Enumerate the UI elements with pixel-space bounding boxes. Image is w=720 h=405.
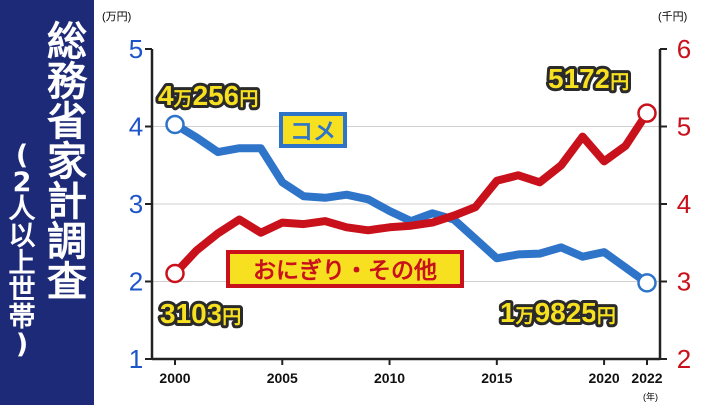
left-axis-unit: (万円) (102, 11, 131, 23)
onigiri-end-callout: 5172円 (548, 63, 629, 94)
title-char: 総 (47, 19, 87, 65)
subtitle-char: ( (15, 140, 29, 171)
right-tick-label: 6 (677, 34, 691, 64)
rice-start-callout: 4万256円 (158, 80, 258, 111)
onigiri-start-callout: 3103円 (160, 298, 241, 329)
right-tick-label: 2 (677, 344, 691, 374)
right-axis-unit: (千円) (658, 10, 687, 23)
title-char: 家 (47, 139, 87, 185)
x-tick-label: 2010 (374, 370, 405, 386)
survey-subtitle: ( 2 人 以 上 世 帯 ) (2, 142, 42, 358)
right-tick-label: 3 (677, 267, 691, 297)
legend-rice: コメ (279, 112, 347, 148)
sidebar-title-panel: 総 務 省 家 計 調 査 ( 2 人 以 上 世 帯 ) (0, 0, 94, 405)
right-axis-ticks: 2 3 4 5 6 (660, 34, 691, 374)
left-tick-label: 2 (129, 267, 143, 297)
x-tick-label: 2000 (159, 370, 190, 386)
legend-onigiri-label: おにぎり・その他 (253, 257, 437, 284)
right-tick-label: 5 (677, 112, 691, 142)
endpoint-marker (165, 114, 185, 135)
legend-rice-box (279, 112, 347, 148)
legend-rice-label: コメ (290, 119, 336, 145)
x-tick-label: 2020 (589, 370, 620, 386)
title-char: 計 (47, 179, 87, 225)
right-tick-label: 4 (677, 189, 691, 219)
x-tick-label: 2022 (631, 370, 662, 386)
legend-onigiri-box (226, 250, 464, 288)
left-tick-label: 1 (129, 344, 143, 374)
x-tick-label: 2015 (481, 370, 512, 386)
endpoint-marker (637, 273, 657, 293)
title-char: 調 (47, 219, 87, 265)
title-char: 務 (47, 59, 87, 105)
left-tick-label: 4 (129, 112, 143, 142)
subtitle-char: 2 (12, 167, 32, 198)
x-axis-ticks: 2000 2005 2010 2015 2020 2022 (159, 359, 663, 386)
subtitle-char: 世 (8, 275, 36, 306)
survey-title: 総 務 省 家 計 調 査 (44, 22, 90, 302)
left-tick-label: 3 (129, 189, 143, 219)
subtitle-char: 以 (8, 221, 36, 252)
rice-end-callout: 1万9825円 (500, 297, 616, 328)
rice-series-line (171, 120, 651, 287)
endpoint-marker (637, 103, 657, 123)
subtitle-char: 上 (8, 248, 36, 279)
subtitle-char: 帯 (8, 302, 36, 333)
subtitle-char: 人 (8, 194, 36, 225)
endpoint-marker (165, 263, 185, 284)
legend-onigiri: おにぎり・その他 (226, 250, 464, 288)
x-axis-unit: (年) (643, 391, 658, 402)
left-tick-label: 5 (129, 34, 143, 64)
series-layer (165, 103, 657, 293)
title-char: 査 (47, 259, 87, 305)
title-char: 省 (47, 99, 87, 145)
x-tick-label: 2005 (267, 370, 298, 386)
left-axis-ticks: 1 2 3 4 5 (129, 34, 152, 374)
onigiri-series-line (171, 109, 651, 278)
subtitle-char: ) (15, 329, 29, 360)
